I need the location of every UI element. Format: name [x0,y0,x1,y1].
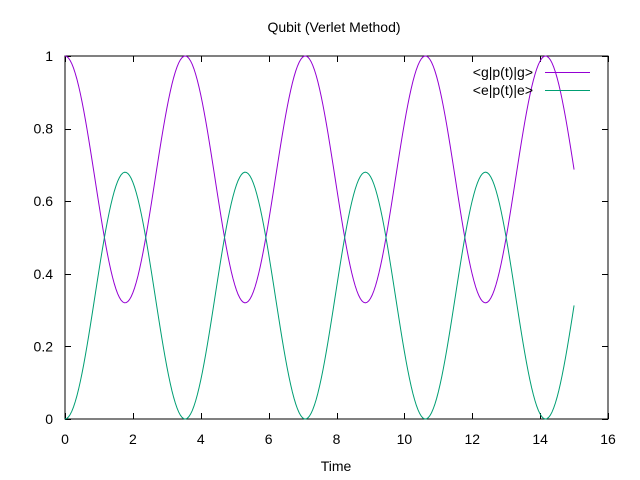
y-tick-label: 0.4 [34,266,54,282]
x-axis-label: Time [321,458,352,474]
x-tick-label: 16 [600,431,616,447]
y-tick-label: 0 [45,411,53,427]
y-tick-label: 0.2 [34,338,54,354]
y-tick-label: 0.8 [34,121,54,137]
chart-title: Qubit (Verlet Method) [267,19,400,35]
x-tick-label: 12 [464,431,480,447]
x-tick-label: 0 [61,431,69,447]
x-axis: 0 2 4 6 8 10 12 14 16 [61,56,616,447]
x-tick-label: 4 [197,431,205,447]
x-tick-label: 14 [532,431,548,447]
plot-frame [64,55,609,420]
series-layer [64,55,575,420]
series-line-ground [64,55,575,304]
series-line-excited [64,171,575,420]
x-tick-label: 8 [333,431,341,447]
x-tick-label: 6 [265,431,273,447]
y-axis: 0 0.2 0.4 0.6 0.8 1 [34,48,608,427]
y-tick-label: 1 [45,48,53,64]
legend: <g|p(t)|g> <e|p(t)|e> [473,64,590,98]
x-tick-label: 10 [397,431,413,447]
legend-label: <e|p(t)|e> [473,82,533,98]
x-tick-label: 2 [129,431,137,447]
legend-label: <g|p(t)|g> [473,64,533,80]
y-tick-label: 0.6 [34,193,54,209]
plot-border [64,55,609,420]
